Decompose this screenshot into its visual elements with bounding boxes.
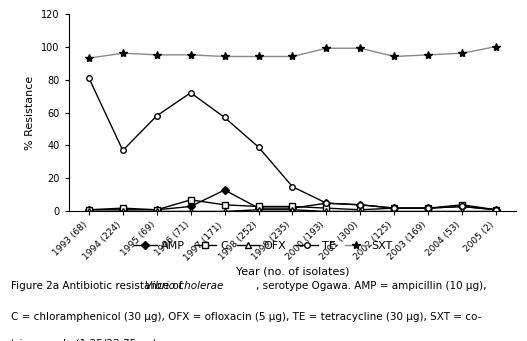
Text: Figure 2a Antibiotic resistance of: Figure 2a Antibiotic resistance of bbox=[11, 281, 186, 291]
Text: trimoxazole (1.25/23.75 μg): trimoxazole (1.25/23.75 μg) bbox=[11, 339, 157, 341]
Legend: AMP, C, OFX, TE, SXT: AMP, C, OFX, TE, SXT bbox=[130, 236, 397, 255]
X-axis label: Year (no. of isolates): Year (no. of isolates) bbox=[236, 266, 349, 277]
Text: , serotype Ogawa. AMP = ampicillin (10 μg),: , serotype Ogawa. AMP = ampicillin (10 μ… bbox=[256, 281, 486, 291]
Text: Vibrio cholerae: Vibrio cholerae bbox=[145, 281, 223, 291]
Y-axis label: % Resistance: % Resistance bbox=[25, 75, 35, 150]
Text: C = chloramphenicol (30 μg), OFX = ofloxacin (5 μg), TE = tetracycline (30 μg), : C = chloramphenicol (30 μg), OFX = oflox… bbox=[11, 312, 481, 322]
